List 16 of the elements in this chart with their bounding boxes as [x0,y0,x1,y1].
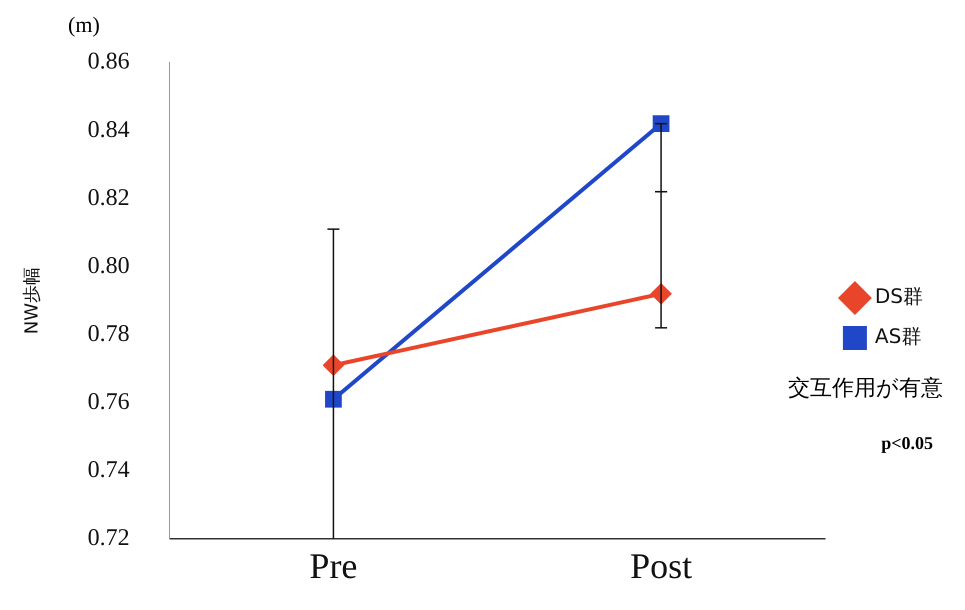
y-tick-label: 0.72 [88,525,130,552]
y-tick-label: 0.82 [88,184,130,211]
legend-label: DS群 [874,284,924,308]
x-tick-label: Pre [309,546,358,586]
text: (m) [68,12,100,38]
y-tick-label: 0.74 [88,457,130,484]
y-tick-label: 0.86 [88,48,130,75]
y-axis-title: NW歩幅 [21,266,42,334]
legend-label: AS群 [874,324,922,348]
annotation: 交互作用が有意 [788,375,943,403]
text: p<0.05 [881,433,933,454]
y-tick-label: 0.84 [88,116,130,143]
y-tick-label: 0.76 [88,388,130,415]
y-tick-label: 0.78 [88,320,130,347]
x-tick-label: Post [630,546,692,586]
y-tick-label: 0.80 [88,252,130,279]
